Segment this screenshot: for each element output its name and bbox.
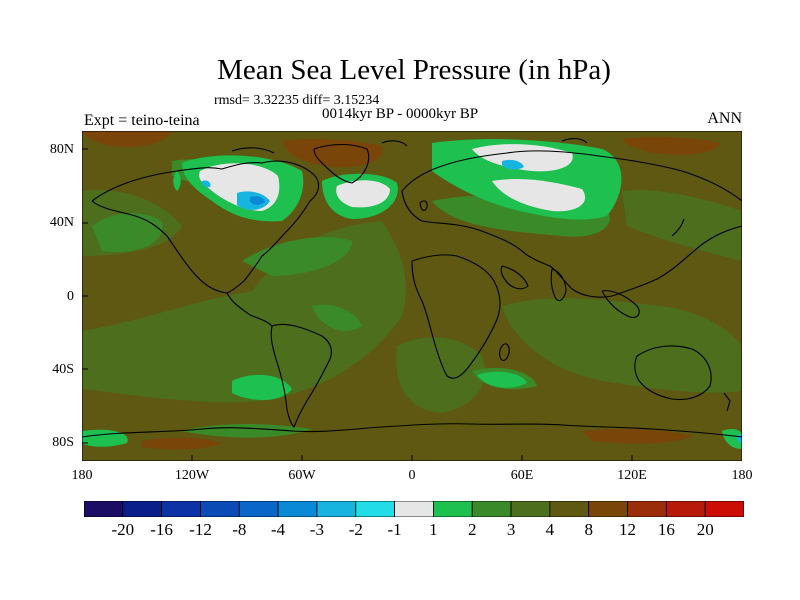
central-america-coast xyxy=(226,292,273,327)
africa-coast xyxy=(411,254,501,379)
lat-label-80s: 80S xyxy=(52,435,74,450)
lon-label-60e: 60E xyxy=(510,468,534,483)
colorbar-swatch xyxy=(316,501,357,517)
arctic-islands xyxy=(231,138,588,154)
colorbar-swatch xyxy=(238,501,279,517)
india-coast xyxy=(550,268,567,302)
colorbar-swatch xyxy=(627,501,667,517)
colorbar-swatch xyxy=(84,501,124,517)
lon-label-60w: 60W xyxy=(288,468,316,483)
period-text: 0014kyr BP - 0000kyr BP xyxy=(322,106,479,122)
colorbar-tick-label: 3 xyxy=(506,520,516,539)
japan-coast xyxy=(671,218,685,237)
colorbar-tick-label: -1 xyxy=(387,520,402,539)
colorbar-swatch xyxy=(665,501,706,517)
colorbar-swatch xyxy=(433,501,473,517)
colorbar-tick-label: -3 xyxy=(309,520,324,539)
colorbar-swatch xyxy=(704,501,744,517)
colorbar-tick-label: 16 xyxy=(657,520,675,539)
colorbar-tick-label: 2 xyxy=(467,520,477,539)
lon-label-120e: 120E xyxy=(617,468,647,483)
lon-label-120w: 120W xyxy=(174,468,210,483)
colorbar-tick-label: 20 xyxy=(696,520,714,539)
colorbar-swatch xyxy=(277,501,318,517)
negative-anomaly-zones xyxy=(201,159,742,443)
colorbar xyxy=(84,501,744,517)
lon-label-0: 0 xyxy=(408,468,416,483)
colorbar-swatch xyxy=(200,501,240,517)
lon-label-180w: 180 xyxy=(71,468,93,483)
lat-label-0: 0 xyxy=(67,289,74,304)
colorbar-swatch xyxy=(588,501,628,517)
season-label: ANN xyxy=(707,110,742,127)
colorbar-tick-label: 1 xyxy=(429,520,438,539)
colorbar-tick-label: 4 xyxy=(545,520,555,539)
coastlines xyxy=(82,138,742,438)
map-background xyxy=(82,131,742,461)
colorbar-tick-label: -20 xyxy=(111,520,135,539)
colorbar-swatch xyxy=(471,501,512,517)
antarctica-coast xyxy=(82,423,742,438)
se-asia-coast xyxy=(601,290,640,318)
axis-ticks xyxy=(82,148,633,461)
rmsd-diff-text: rmsd= 3.32235 diff= 3.15234 xyxy=(214,93,380,108)
north-america-coast xyxy=(91,160,320,294)
colorbar-tick-label: -12 xyxy=(189,520,212,539)
colorbar-tick-label: -4 xyxy=(271,520,286,539)
colorbar-swatch xyxy=(510,501,551,517)
colorbar-swatch xyxy=(549,501,590,517)
eurasia-coast xyxy=(401,150,742,298)
colorbar-swatch xyxy=(122,501,163,517)
colorbar-swatch xyxy=(161,501,201,517)
experiment-label: Expt = teino-teina xyxy=(84,112,200,129)
colorbar-tick-label: 12 xyxy=(619,520,636,539)
lat-label-40n: 40N xyxy=(49,215,74,230)
colorbar-tick-label: -16 xyxy=(150,520,173,539)
colorbar-tick-label: 8 xyxy=(584,520,593,539)
colorbar-tick-label: -2 xyxy=(348,520,363,539)
colorbar-swatch xyxy=(355,501,395,517)
colorbar-swatch xyxy=(394,501,434,517)
lat-label-80n: 80N xyxy=(49,142,74,157)
lat-label-40s: 40S xyxy=(52,362,74,377)
colorbar-tick-label: -8 xyxy=(232,520,247,539)
arabia-coast xyxy=(500,265,529,290)
lon-label-180e: 180 xyxy=(731,468,753,483)
uk-coast xyxy=(419,200,428,212)
plot-title: Mean Sea Level Pressure (in hPa) xyxy=(217,54,611,86)
australia-coast xyxy=(634,345,712,401)
south-america-coast xyxy=(270,323,332,428)
new-zealand-coast xyxy=(723,392,731,412)
madagascar-coast xyxy=(499,343,510,362)
greenland-coast xyxy=(313,143,370,184)
pressure-map xyxy=(82,131,742,461)
